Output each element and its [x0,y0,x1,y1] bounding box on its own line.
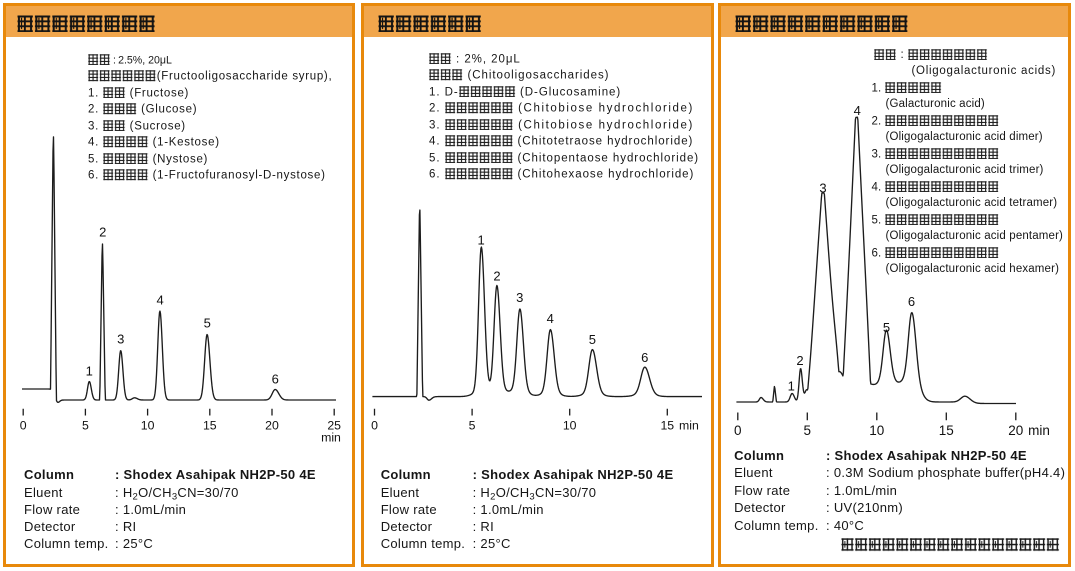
svg-text:3: 3 [819,180,826,195]
svg-text:25: 25 [327,419,341,433]
svg-text:3: 3 [117,332,124,347]
svg-text:0: 0 [734,423,742,438]
svg-text:1: 1 [86,364,93,379]
svg-text:min: min [321,430,341,444]
svg-text:2: 2 [99,225,106,240]
svg-text:15: 15 [203,419,217,433]
svg-text:10: 10 [141,419,155,433]
svg-text:15: 15 [939,423,954,438]
svg-text:2: 2 [493,269,500,284]
svg-text:5: 5 [82,419,89,433]
svg-text:3: 3 [516,290,523,305]
svg-text:2: 2 [796,353,803,368]
svg-text:15: 15 [660,419,674,433]
svg-text:min: min [1028,423,1050,438]
svg-text:6: 6 [908,294,915,309]
svg-text:5: 5 [804,423,812,438]
svg-text:20: 20 [265,419,279,433]
svg-text:10: 10 [563,419,577,433]
svg-text:5: 5 [469,419,476,433]
svg-text:5: 5 [204,316,211,331]
svg-text:6: 6 [641,350,648,365]
svg-text:0: 0 [371,419,378,433]
svg-text:min: min [679,419,699,433]
svg-text:4: 4 [547,311,554,326]
svg-text:4: 4 [156,293,163,308]
svg-text:5: 5 [883,320,890,335]
svg-text:5: 5 [589,332,596,347]
svg-text:20: 20 [1008,423,1023,438]
svg-text:1: 1 [477,233,484,248]
svg-text:4: 4 [854,103,861,118]
svg-text:10: 10 [869,423,884,438]
svg-text:1: 1 [788,379,795,394]
svg-text:6: 6 [272,372,279,387]
svg-text:0: 0 [20,419,27,433]
